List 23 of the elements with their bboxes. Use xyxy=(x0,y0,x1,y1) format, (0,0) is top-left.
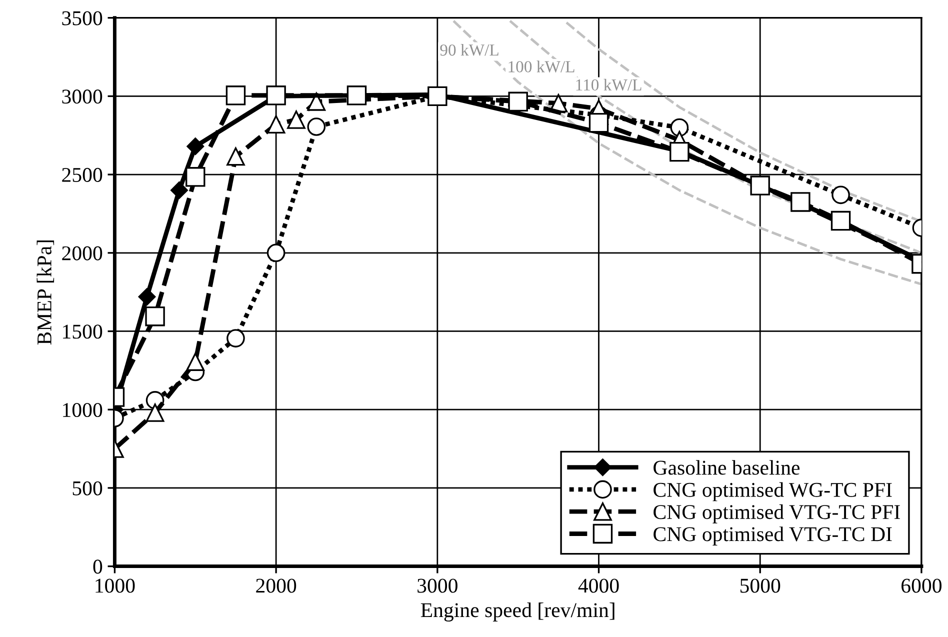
legend-label: CNG optimised VTG-TC PFI xyxy=(654,504,900,524)
x-tick-label: 3000 xyxy=(418,578,458,593)
series-label: 90 kW/L xyxy=(440,44,498,56)
y-tick-label: 3000 xyxy=(62,90,102,104)
x-tick-label: 5000 xyxy=(740,578,780,593)
y-tick-label: 2000 xyxy=(62,246,102,260)
y-axis-title: BMEP [kPa] xyxy=(36,240,54,345)
y-tick-label: 1000 xyxy=(63,402,102,418)
series-label: 100 kW/L xyxy=(508,60,574,72)
legend-label: Gasoline baseline xyxy=(654,460,800,475)
x-tick-label: 4000 xyxy=(578,578,619,593)
x-axis-title: Engine speed [rev/min] xyxy=(420,602,614,622)
y-tick-label: 1500 xyxy=(63,324,102,339)
series-label: 110 kW/L xyxy=(576,78,642,91)
y-tick-label: 2500 xyxy=(62,168,102,182)
x-tick-label: 2000 xyxy=(256,578,296,593)
legend-label: CNG optimised WG-TC PFI xyxy=(654,482,892,502)
x-tick-label: 1000 xyxy=(96,578,135,593)
x-tick-label: 6000 xyxy=(902,578,942,593)
y-tick-label: 500 xyxy=(72,481,102,496)
y-tick-label: 0 xyxy=(93,560,102,574)
legend-label: CNG optimised VTG-TC DI xyxy=(654,526,892,546)
y-tick-label: 3500 xyxy=(62,11,102,26)
